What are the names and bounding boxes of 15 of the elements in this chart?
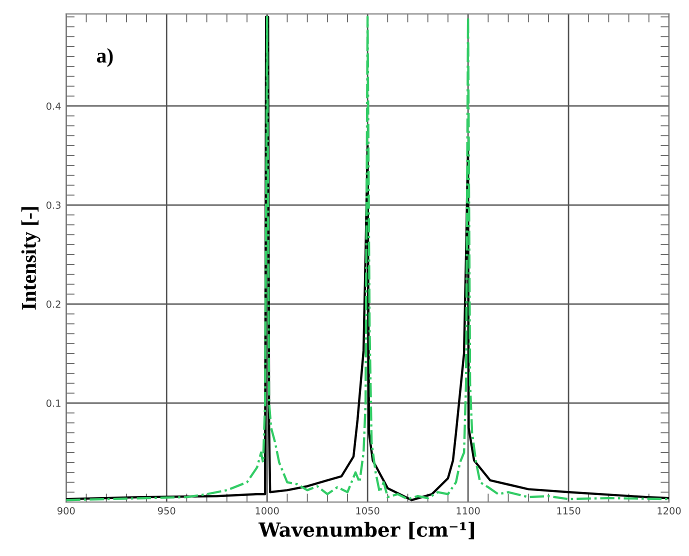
y-tick-label: 0.2 bbox=[46, 300, 60, 308]
line-series bbox=[66, 16, 670, 502]
x-tick-label: 1050 bbox=[356, 507, 380, 514]
x-tick-label: 1150 bbox=[557, 507, 580, 514]
x-tick-label: 950 bbox=[158, 507, 176, 514]
y-axis-title: Intensity [-] bbox=[21, 207, 40, 310]
annotation: a) bbox=[96, 48, 113, 67]
y-tick-label: 0.4 bbox=[46, 102, 61, 110]
x-tick-label: 900 bbox=[57, 507, 75, 514]
x-tick-label: 1000 bbox=[256, 507, 279, 514]
x-tick-label: 1100 bbox=[456, 507, 480, 514]
y-tick-label: 0.1 bbox=[46, 400, 60, 407]
x-tick-label: 1200 bbox=[658, 507, 681, 514]
y-tick-label: 0.3 bbox=[46, 201, 61, 209]
x-axis-title: Wavenumber [cm⁻¹] bbox=[258, 522, 474, 540]
